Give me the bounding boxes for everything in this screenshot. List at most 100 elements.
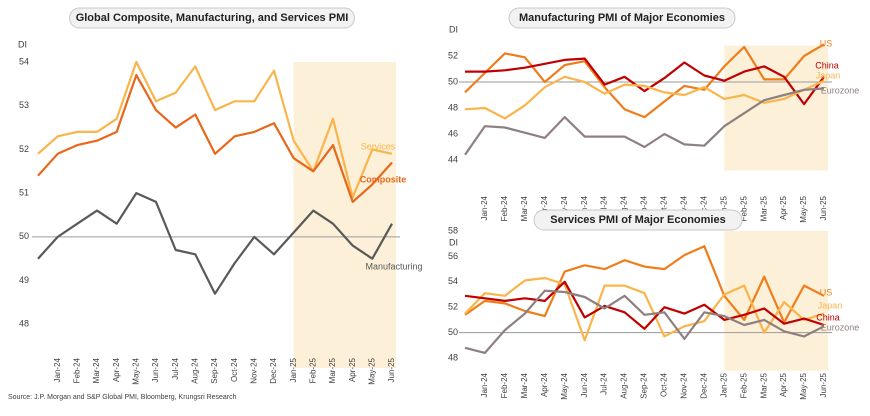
y-axis-label: DI (449, 237, 458, 247)
series-line (37, 60, 393, 199)
x-tick-label: Jul-24 (171, 357, 180, 379)
x-tick-label: Mar-24 (520, 372, 529, 398)
series-line (464, 87, 825, 156)
x-tick-label: Feb-24 (500, 372, 509, 398)
x-tick-label: May-25 (367, 357, 376, 384)
x-tick-label: May-24 (131, 357, 140, 384)
series-line (464, 245, 825, 324)
x-tick-label: Jan-25 (289, 357, 298, 382)
x-tick-label: Jul-24 (600, 195, 609, 217)
series-line (464, 276, 825, 342)
y-axis-label: DI (449, 24, 458, 34)
x-tick-label: Dec-24 (699, 195, 708, 221)
x-tick-label: Jun-25 (819, 372, 828, 397)
x-tick-label: Sep-24 (640, 195, 649, 221)
series-label: US (820, 287, 833, 297)
series-label: Services (361, 141, 396, 151)
x-tick-label: Nov-24 (249, 357, 258, 383)
series-label: Japan (816, 70, 841, 80)
y-tick-label: 56 (448, 251, 458, 261)
y-tick-label: 49 (19, 275, 29, 285)
x-tick-label: Jan-24 (480, 372, 489, 397)
title-box (533, 209, 743, 231)
x-tick-label: Aug-24 (620, 372, 629, 398)
y-tick-label: 53 (19, 100, 29, 110)
series-label: Manufacturing (365, 261, 422, 271)
series-line (464, 280, 825, 330)
y-tick-label: 51 (19, 188, 29, 198)
series-line (465, 57, 825, 106)
x-tick-label: Jan-24 (53, 357, 62, 382)
highlight-region (724, 45, 828, 171)
y-tick-label: 48 (448, 102, 458, 112)
x-tick-label: Nov-24 (679, 195, 688, 221)
series-line (464, 289, 825, 354)
x-tick-label: Oct-24 (660, 195, 669, 220)
y-tick-label: 54 (448, 276, 458, 286)
series-label: China (816, 312, 840, 322)
x-tick-label: Mar-24 (520, 195, 529, 221)
series-line (37, 192, 393, 295)
x-tick-label: Jun-25 (819, 195, 828, 220)
x-tick-label: Feb-25 (308, 357, 317, 383)
series-label: US (820, 38, 833, 48)
x-tick-label: Apr-24 (540, 195, 549, 220)
x-tick-label: Aug-24 (190, 357, 199, 383)
series-label: Eurozone (821, 322, 860, 332)
x-tick-label: Nov-24 (679, 372, 688, 398)
series-label: China (815, 60, 839, 70)
x-tick-label: Sep-24 (640, 372, 649, 398)
x-tick-label: Mar-25 (759, 195, 768, 221)
series-line (37, 74, 393, 203)
series-line (464, 75, 825, 120)
x-tick-label: Mar-25 (328, 357, 337, 383)
title-box (508, 7, 736, 29)
y-tick-label: 50 (448, 76, 458, 86)
y-tick-label: 48 (19, 319, 29, 329)
title-box (69, 7, 355, 29)
y-tick-label: 52 (448, 50, 458, 60)
x-tick-label: Apr-24 (112, 357, 121, 382)
chart-title: Services PMI of Major Economies (550, 214, 725, 226)
x-tick-label: Feb-25 (739, 195, 748, 221)
y-tick-label: 50 (448, 327, 458, 337)
x-tick-label: Apr-25 (779, 372, 788, 397)
x-tick-label: Oct-24 (660, 372, 669, 397)
chart-title: Manufacturing PMI of Major Economies (519, 12, 725, 24)
x-tick-label: Jun-24 (151, 357, 160, 382)
x-tick-label: Jan-25 (719, 372, 728, 397)
x-tick-label: Apr-25 (779, 195, 788, 220)
x-tick-label: Feb-25 (739, 372, 748, 398)
y-tick-label: 50 (19, 231, 29, 241)
x-tick-label: Mar-24 (92, 357, 101, 383)
series-line (464, 43, 825, 119)
x-tick-label: Jun-24 (580, 195, 589, 220)
y-tick-label: 48 (448, 352, 458, 362)
x-tick-label: Feb-24 (72, 357, 81, 383)
x-tick-label: Jun-25 (387, 357, 396, 382)
series-label: Japan (818, 300, 843, 310)
x-tick-label: Jan-24 (480, 195, 489, 220)
y-tick-label: 46 (448, 128, 458, 138)
y-tick-label: 52 (19, 144, 29, 154)
y-tick-label: 54 (19, 56, 29, 66)
y-tick-label: 58 (448, 225, 458, 235)
x-tick-label: May-24 (560, 372, 569, 399)
x-tick-label: Jan-25 (719, 195, 728, 220)
chart-title: Global Composite, Manufacturing, and Ser… (76, 12, 349, 24)
y-tick-label: 44 (448, 154, 458, 164)
x-tick-label: Apr-25 (348, 357, 357, 382)
highlight-region (724, 231, 828, 371)
x-tick-label: Apr-24 (540, 372, 549, 397)
x-tick-label: May-25 (799, 372, 808, 399)
x-tick-label: Dec-24 (269, 357, 278, 383)
y-axis-label: DI (18, 39, 27, 49)
series-label: Eurozone (821, 85, 860, 95)
source-note: Source: J.P. Morgan and S&P Global PMI, … (8, 394, 237, 401)
x-tick-label: May-25 (799, 195, 808, 222)
x-tick-label: Feb-24 (500, 195, 509, 221)
x-tick-label: May-24 (560, 195, 569, 222)
x-tick-label: Dec-24 (699, 372, 708, 398)
